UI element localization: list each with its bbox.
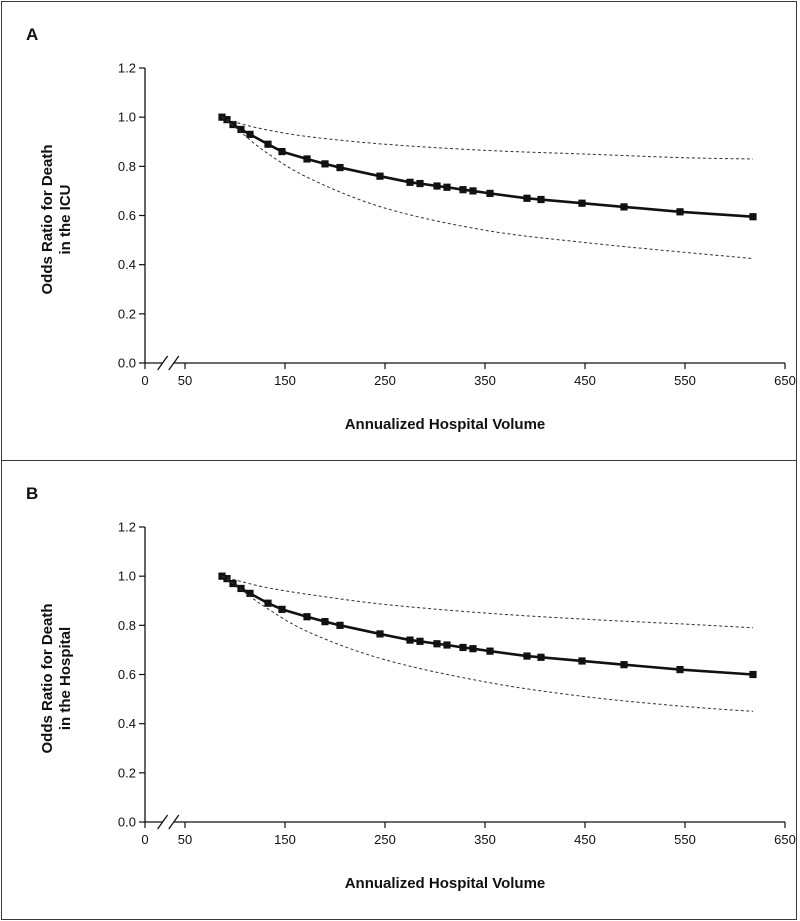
y-axis-title-line: Odds Ratio for Death — [39, 603, 56, 753]
odds-ratio-line — [221, 575, 754, 676]
data-point — [620, 661, 628, 669]
y-axis-title-line: in the Hospital — [57, 627, 74, 730]
y-tick-label: 1.0 — [118, 569, 136, 584]
y-tick-label: 1.2 — [118, 520, 136, 535]
data-point — [237, 584, 245, 593]
data-point — [303, 613, 311, 621]
y-tick-label: 0.6 — [118, 667, 136, 682]
data-point — [246, 589, 254, 597]
x-tick-label: 650 — [774, 832, 796, 847]
x-tick-label: 350 — [474, 832, 496, 847]
data-point — [523, 652, 531, 660]
data-point — [749, 213, 757, 221]
data-point — [406, 636, 414, 644]
data-point — [578, 199, 586, 207]
y-tick-label: 0.0 — [118, 815, 136, 830]
data-point — [469, 187, 477, 195]
x-tick-label: 350 — [474, 373, 496, 388]
data-point — [433, 640, 441, 648]
data-point — [469, 645, 477, 653]
y-tick-label: 0.2 — [118, 765, 136, 780]
data-point — [278, 147, 286, 156]
data-point — [246, 130, 254, 138]
axis-break-mark — [157, 355, 180, 371]
chart-a: A 0.0 0.2 0.4 0.6 0.8 1.0 1.2 0 50 150 250 350 450 550… — [26, 25, 796, 433]
x-tick-label: 50 — [178, 832, 192, 847]
ci-line-lower — [221, 575, 754, 712]
x-axis-title: Annualized Hospital Volume — [345, 416, 546, 433]
axis-break-mark — [157, 814, 180, 830]
y-tick-label: 1.2 — [118, 61, 136, 76]
data-point — [459, 643, 467, 652]
x-tick-label: 250 — [374, 373, 396, 388]
data-point — [443, 183, 451, 191]
data-point — [303, 155, 311, 163]
x-tick-label: 250 — [374, 832, 396, 847]
data-point — [620, 203, 628, 211]
data-point — [321, 160, 329, 168]
data-point — [278, 605, 286, 613]
data-point — [223, 575, 231, 583]
x-tick-label: 550 — [674, 373, 696, 388]
x-tick-label: 50 — [178, 373, 192, 388]
data-point — [486, 647, 494, 655]
panel-b: B 0.0 0.2 0.4 0.6 0.8 1.0 1.2 0 50 150 250 350 450 550… — [1, 460, 797, 920]
y-tick-label: 0.8 — [118, 618, 136, 633]
data-point — [459, 186, 467, 194]
y-tick-label: 0.6 — [118, 208, 136, 223]
odds-ratio-line — [221, 116, 754, 219]
y-tick-label: 0.0 — [118, 356, 136, 371]
data-point — [218, 572, 226, 580]
x-tick-label: 450 — [574, 832, 596, 847]
chart-b: B 0.0 0.2 0.4 0.6 0.8 1.0 1.2 0 50 150 250 350 450 550… — [26, 484, 796, 892]
y-tick-label: 1.0 — [118, 110, 136, 125]
data-point — [376, 630, 384, 638]
x-tick-label: 650 — [774, 373, 796, 388]
data-point — [376, 172, 384, 180]
data-point — [749, 670, 757, 679]
y-axis-title: Odds Ratio for Deathin the Hospital — [39, 603, 74, 753]
data-point — [264, 599, 272, 607]
data-point — [537, 195, 545, 204]
data-point — [406, 178, 414, 186]
data-point — [264, 140, 272, 148]
y-axis-title-line: in the ICU — [57, 185, 74, 255]
ci-line-upper — [221, 116, 754, 160]
y-axis-title: Odds Ratio for Deathin the ICU — [39, 144, 74, 294]
y-axis-title-line: Odds Ratio for Death — [39, 144, 56, 294]
x-tick-label: 0 — [141, 373, 148, 388]
x-tick-label: 0 — [141, 832, 148, 847]
data-point — [486, 189, 494, 197]
x-axis-title: Annualized Hospital Volume — [345, 875, 546, 892]
x-tick-label: 150 — [274, 832, 296, 847]
data-point — [433, 182, 441, 190]
data-point — [443, 641, 451, 649]
data-point — [416, 179, 424, 188]
data-point — [676, 208, 684, 216]
y-tick-label: 0.8 — [118, 159, 136, 174]
y-tick-label: 0.4 — [118, 716, 136, 731]
data-point — [336, 621, 344, 629]
panel-label: B — [26, 484, 38, 503]
y-tick-label: 0.4 — [118, 257, 136, 272]
data-point — [537, 653, 545, 661]
data-point — [336, 163, 344, 172]
x-tick-label: 550 — [674, 832, 696, 847]
ci-line-lower — [221, 116, 754, 260]
data-point — [229, 120, 237, 129]
panel-label: A — [26, 25, 38, 44]
data-point — [523, 194, 531, 202]
data-point — [578, 657, 586, 665]
data-point — [416, 637, 424, 645]
ci-line-upper — [221, 575, 754, 629]
data-point — [676, 665, 684, 674]
panel-a: A 0.0 0.2 0.4 0.6 0.8 1.0 1.2 0 50 150 250 350 450 550… — [1, 1, 797, 461]
x-tick-label: 150 — [274, 373, 296, 388]
data-point — [237, 125, 245, 134]
y-tick-label: 0.2 — [118, 306, 136, 321]
x-tick-label: 450 — [574, 373, 596, 388]
data-point — [321, 618, 329, 626]
